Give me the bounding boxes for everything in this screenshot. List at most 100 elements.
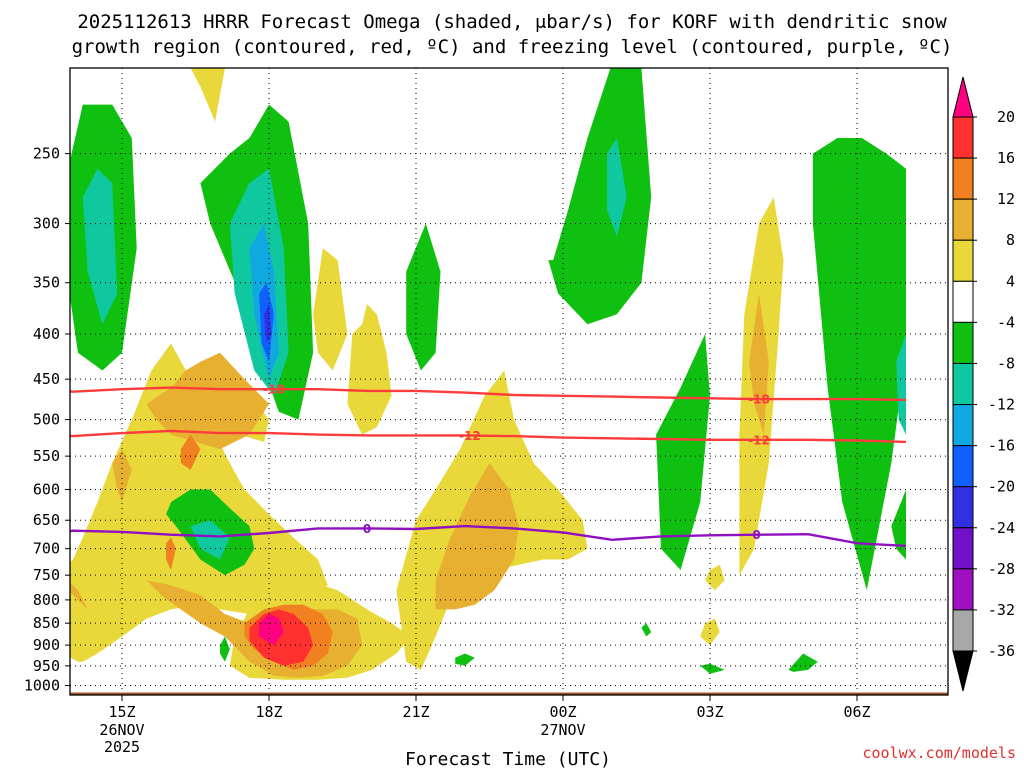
omega-region-31 <box>700 663 725 674</box>
y-axis: 250 300 350 400 450 500 550 600 650 700 750 800 850 9… <box>24 145 70 695</box>
omega-region-14 <box>112 449 132 503</box>
plot-border <box>69 67 949 696</box>
omega-region-13 <box>70 582 88 610</box>
colorbar-label-12: 12 <box>997 190 1015 208</box>
y-tick-label-750: 750 <box>33 566 60 584</box>
omega-shading-layer <box>70 68 906 680</box>
contour-label-2: -18 <box>748 393 770 407</box>
x-tick-label-15Z: 15Z <box>108 703 135 721</box>
colorbar-band-12 <box>952 609 974 652</box>
x-tick-sublabel-2025: 2025 <box>104 738 140 756</box>
colorbar: 20 16 12 8 4 -4 -8 -12 -16 -20 -24 -28 -32 -36 <box>952 76 1015 692</box>
colorbar-label-8: 8 <box>1006 231 1015 249</box>
contour-label-1: -12 <box>459 429 481 443</box>
y-tick-label-950: 950 <box>33 657 60 675</box>
omega-region-32 <box>788 653 818 672</box>
omega-region-23 <box>406 223 441 371</box>
dgz-contour--12 <box>70 429 907 444</box>
y-tick-label-400: 400 <box>33 325 60 343</box>
colorbar-band-0 <box>952 116 974 159</box>
y-tick-label-550: 550 <box>33 447 60 465</box>
omega-region-17 <box>180 434 201 470</box>
grid-layer <box>70 68 948 693</box>
omega-region-39 <box>896 334 906 435</box>
omega-region-12 <box>435 463 519 610</box>
y-tick-label-900: 900 <box>33 636 60 654</box>
colorbar-label--20: -20 <box>988 478 1015 496</box>
y-tick-label-600: 600 <box>33 481 60 499</box>
omega-region-4 <box>313 248 348 371</box>
terrain-layer <box>70 692 948 695</box>
x-tick-label-21Z: 21Z <box>402 703 429 721</box>
omega-region-26 <box>812 138 906 591</box>
colorbar-label--32: -32 <box>988 601 1015 619</box>
colorbar-label-16: 16 <box>997 149 1015 167</box>
omega-region-37 <box>607 138 627 237</box>
x-axis-title: Forecast Time (UTC) <box>405 749 611 768</box>
x-tick-label-18Z: 18Z <box>255 703 282 721</box>
chart-title-line-1: 2025112613 HRRR Forecast Omega (shaded, … <box>77 11 947 33</box>
omega-region-30 <box>455 653 475 666</box>
colorbar-label-4: 4 <box>1006 272 1015 290</box>
omega-region-5 <box>347 304 392 435</box>
x-tick-sublabel-27NOV: 27NOV <box>540 721 585 739</box>
colorbar-band-8 <box>952 445 974 488</box>
colorbar-label--24: -24 <box>988 519 1015 537</box>
colorbar-label--4: -4 <box>997 313 1015 331</box>
omega-region-33 <box>891 489 906 560</box>
omega-region-18 <box>166 537 176 570</box>
omega-region-24 <box>548 68 652 325</box>
omega-region-29 <box>220 636 230 662</box>
omega-region-10 <box>146 352 269 450</box>
contour-label-4: 0 <box>363 522 371 536</box>
contour-label-0: -18 <box>263 383 285 397</box>
y-tick-label-300: 300 <box>33 215 60 233</box>
contour-layer: -18 -12 -18 -12 0 0 <box>70 383 907 548</box>
colorbar-top-arrow <box>952 76 974 118</box>
x-tick-label-03Z: 03Z <box>696 703 723 721</box>
omega-region-8 <box>700 618 720 646</box>
colorbar-band-4 <box>952 280 974 323</box>
y-tick-label-800: 800 <box>33 591 60 609</box>
y-tick-label-500: 500 <box>33 411 60 429</box>
y-tick-label-650: 650 <box>33 511 60 529</box>
y-tick-label-850: 850 <box>33 614 60 632</box>
colorbar-label--16: -16 <box>988 437 1015 455</box>
colorbar-band-2 <box>952 198 974 241</box>
colorbar-band-9 <box>952 486 974 529</box>
omega-region-38 <box>190 520 230 560</box>
colorbar-band-3 <box>952 239 974 282</box>
dgz-contour--18 <box>70 386 907 402</box>
omega-region-6 <box>190 68 225 122</box>
colorbar-label--8: -8 <box>997 354 1015 372</box>
omega-region-9 <box>705 564 725 591</box>
omega-region-35 <box>82 168 118 325</box>
x-tick-sublabel-26NOV: 26NOV <box>99 721 144 739</box>
colorbar-band-10 <box>952 527 974 570</box>
colorbar-band-7 <box>952 404 974 447</box>
y-tick-label-1000: 1000 <box>24 677 60 695</box>
colorbar-label--36: -36 <box>988 642 1015 660</box>
colorbar-label--28: -28 <box>988 560 1015 578</box>
chart-title-line-2: growth region (contoured, red, ºC) and f… <box>72 36 953 58</box>
contour-label-3: -12 <box>748 433 770 447</box>
omega-region-34 <box>641 623 652 637</box>
colorbar-band-1 <box>952 157 974 200</box>
y-tick-label-700: 700 <box>33 540 60 558</box>
x-tick-label-06Z: 06Z <box>843 703 870 721</box>
colorbar-band-5 <box>952 321 974 364</box>
x-tick-label-00Z: 00Z <box>549 703 576 721</box>
terrain-surface <box>70 692 948 695</box>
colorbar-label-20: 20 <box>997 108 1015 126</box>
credit-text: coolwx.com/models <box>862 744 1016 762</box>
omega-region-25 <box>656 334 710 570</box>
freezing-level-contour <box>70 524 907 548</box>
colorbar-bottom-arrow <box>952 650 974 692</box>
plot-frame <box>69 67 949 696</box>
y-tick-label-450: 450 <box>33 370 60 388</box>
colorbar-band-6 <box>952 362 974 406</box>
colorbar-label--12: -12 <box>988 396 1015 414</box>
